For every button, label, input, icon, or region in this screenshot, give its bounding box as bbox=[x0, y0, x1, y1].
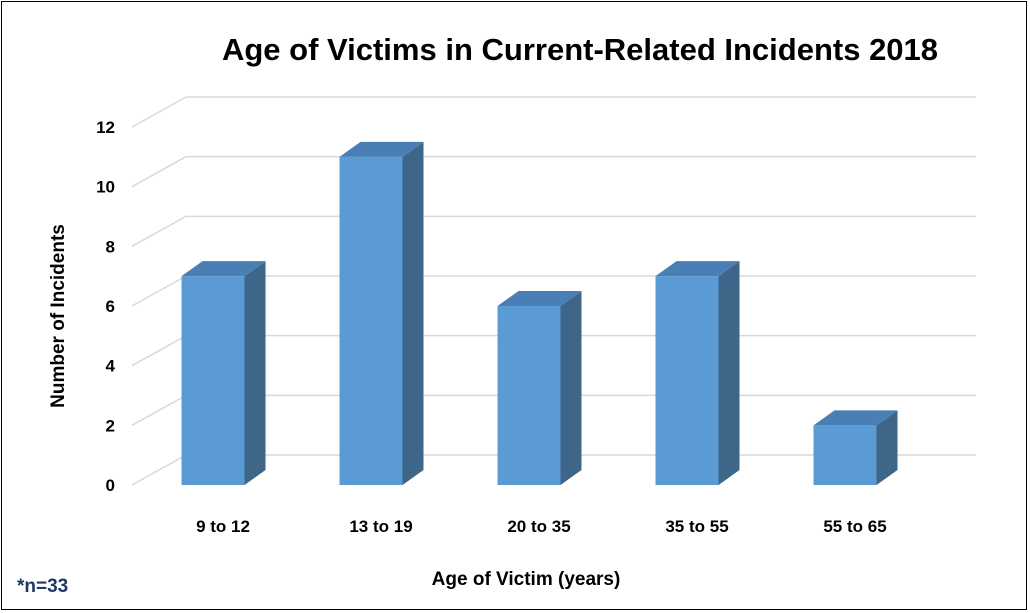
bar-front bbox=[813, 425, 877, 485]
gridline bbox=[131, 96, 976, 128]
chart-title: Age of Victims in Current-Related Incide… bbox=[222, 32, 938, 67]
bar-top bbox=[813, 410, 898, 426]
gridline bbox=[131, 155, 976, 188]
x-tick-label: 35 to 55 bbox=[665, 517, 728, 536]
y-tick-label: 2 bbox=[106, 416, 115, 435]
bar-top bbox=[655, 261, 740, 277]
x-tick-label: 9 to 12 bbox=[196, 517, 250, 536]
bar-top bbox=[181, 261, 266, 277]
bar-top bbox=[339, 141, 424, 157]
x-tick-label: 13 to 19 bbox=[349, 517, 412, 536]
bar-side bbox=[560, 291, 582, 485]
y-tick-labels: 0 2 4 6 8 10 12 bbox=[96, 118, 115, 495]
x-axis-title: Age of Victim (years) bbox=[432, 569, 621, 590]
gridline bbox=[131, 215, 976, 247]
bar bbox=[339, 141, 424, 486]
x-tick-label: 55 to 65 bbox=[823, 517, 886, 536]
bar bbox=[497, 291, 582, 485]
y-tick-label: 8 bbox=[106, 237, 115, 256]
bar bbox=[655, 261, 740, 485]
bar-side bbox=[402, 141, 424, 486]
bar-top bbox=[497, 291, 582, 306]
bar bbox=[813, 410, 898, 485]
y-axis-title: Number of Incidents bbox=[48, 224, 69, 408]
bar-front bbox=[497, 306, 561, 485]
bar-front bbox=[181, 276, 245, 485]
bar-side bbox=[876, 410, 898, 485]
bar-side bbox=[718, 261, 740, 485]
y-tick-label: 0 bbox=[106, 476, 115, 495]
bar-side bbox=[244, 261, 266, 485]
x-tick-labels: 9 to 12 13 to 19 20 to 35 35 to 55 55 to 65 bbox=[196, 517, 887, 536]
y-tick-label: 12 bbox=[96, 118, 115, 137]
y-tick-label: 10 bbox=[96, 178, 115, 197]
bar-front bbox=[339, 156, 403, 486]
y-tick-label: 4 bbox=[106, 357, 116, 376]
y-tick-label: 6 bbox=[106, 297, 115, 316]
bar bbox=[181, 261, 266, 485]
x-tick-label: 20 to 35 bbox=[507, 517, 570, 536]
sample-size-note: *n=33 bbox=[17, 576, 68, 597]
bar-front bbox=[655, 276, 719, 485]
bars bbox=[181, 141, 898, 486]
